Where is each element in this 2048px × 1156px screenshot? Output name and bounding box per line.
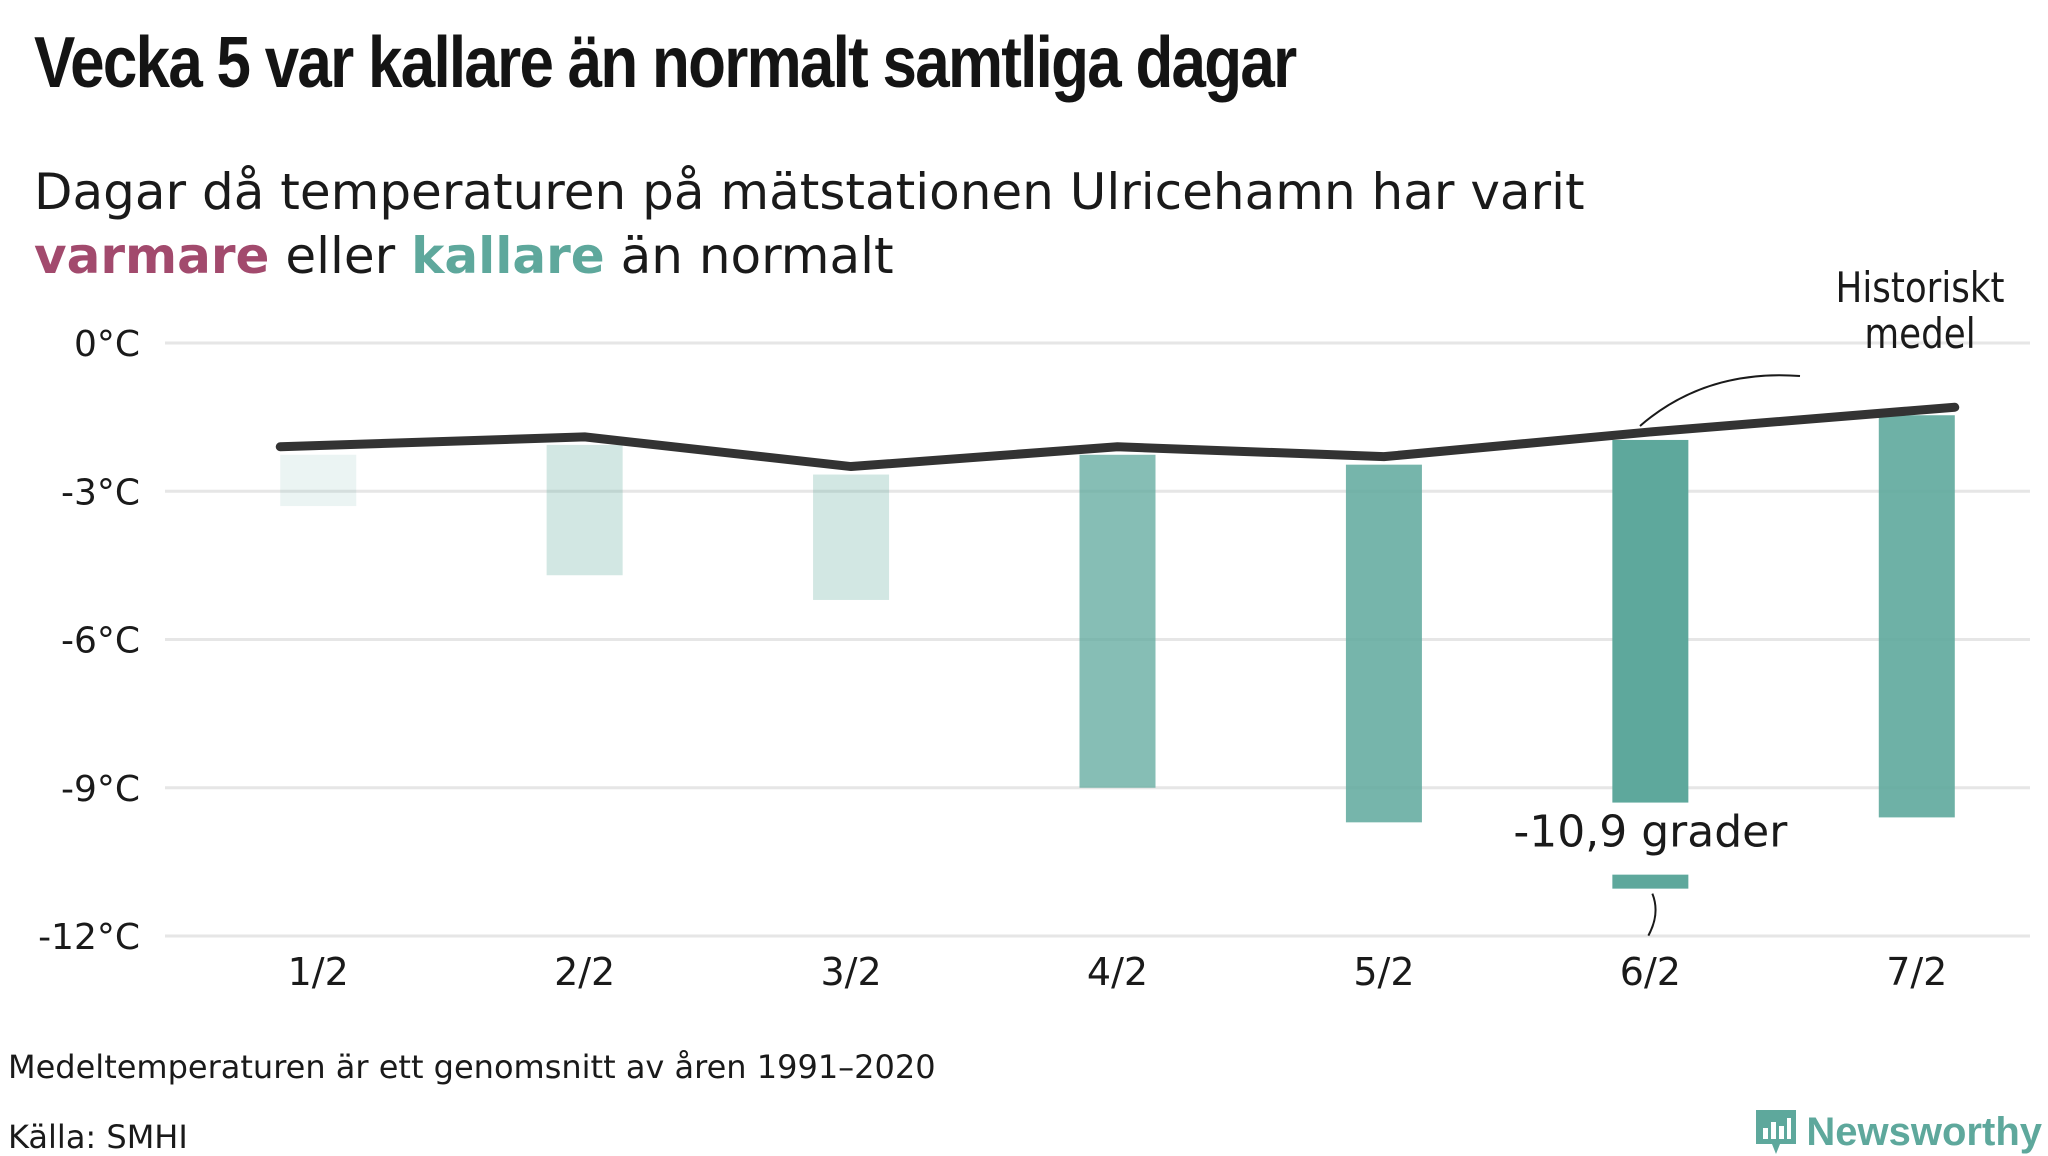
chart-title: Vecka 5 var kallare än normalt samtliga … xyxy=(34,23,1297,103)
x-tick-label: 3/2 xyxy=(820,950,881,994)
bar xyxy=(1878,415,1955,818)
annotation-connector xyxy=(1647,893,1657,937)
bar xyxy=(1345,464,1422,823)
line-label: Historiskt xyxy=(1835,264,2004,312)
subtitle-line-2: varmare eller kallare än normalt xyxy=(34,224,1585,288)
bar xyxy=(546,444,623,576)
footnote: Medeltemperaturen är ett genomsnitt av å… xyxy=(8,1048,936,1086)
y-tick-label: -3°C xyxy=(61,472,140,513)
annotation-label: -10,9 grader xyxy=(1513,807,1788,858)
y-tick-label: -6°C xyxy=(61,621,140,662)
x-tick-label: 2/2 xyxy=(554,950,615,994)
line-label-connector xyxy=(1639,374,1801,427)
brand-logo: Newsworthy xyxy=(1754,1108,2042,1156)
y-tick-label: 0°C xyxy=(74,324,140,365)
brand-name: Newsworthy xyxy=(1806,1109,2042,1154)
annotation-marker xyxy=(1612,874,1689,889)
mean-line xyxy=(275,402,1960,472)
subtitle-line-1: Dagar då temperaturen på mätstationen Ul… xyxy=(34,163,1585,221)
x-tick-label: 1/2 xyxy=(288,950,349,994)
subtitle-middle: eller xyxy=(285,227,396,285)
y-tick-label: -12°C xyxy=(38,917,140,958)
source-note: Källa: SMHI xyxy=(8,1118,188,1156)
line-label: medel xyxy=(1864,310,1975,358)
y-tick-label: -9°C xyxy=(61,769,140,810)
x-tick-label: 6/2 xyxy=(1620,950,1681,994)
bar xyxy=(1612,439,1689,803)
x-tick-label: 5/2 xyxy=(1353,950,1414,994)
subtitle-end: än normalt xyxy=(620,227,894,285)
x-tick-label: 4/2 xyxy=(1087,950,1148,994)
bar xyxy=(280,454,357,507)
bar xyxy=(813,474,890,600)
bar-chart-badge-icon xyxy=(1756,1110,1797,1154)
bar xyxy=(1079,454,1156,788)
subtitle-cold-word: kallare xyxy=(411,227,605,285)
chart-subtitle: Dagar då temperaturen på mätstationen Ul… xyxy=(34,160,1585,288)
subtitle-warm-word: varmare xyxy=(34,227,270,285)
x-tick-label: 7/2 xyxy=(1886,950,1947,994)
